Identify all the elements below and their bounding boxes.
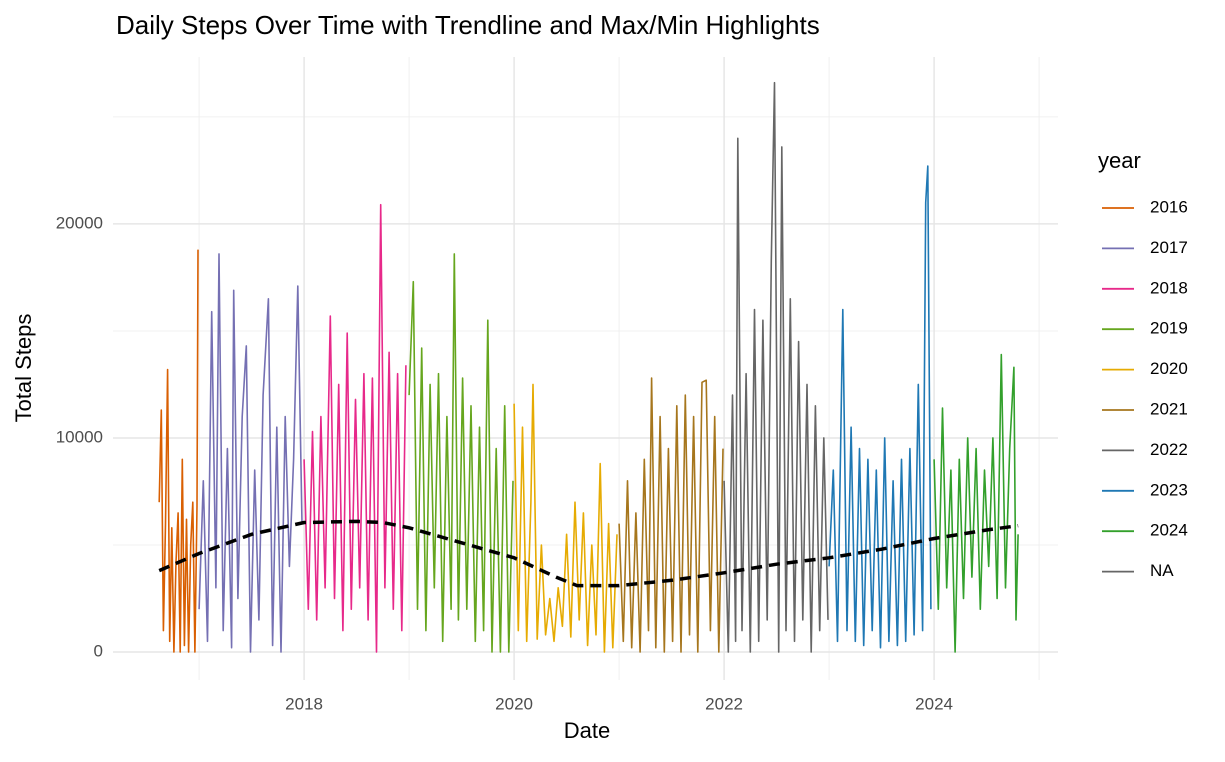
x-tick-label: 2020 <box>495 694 533 713</box>
y-axis-title: Total Steps <box>11 314 36 423</box>
series-line <box>408 253 514 653</box>
chart-title: Daily Steps Over Time with Trendline and… <box>116 10 820 40</box>
y-tick-label: 0 <box>94 641 103 660</box>
x-tick-label: 2022 <box>705 694 743 713</box>
legend-label: 2024 <box>1150 521 1188 540</box>
legend-label: 2023 <box>1150 480 1188 499</box>
series-line <box>513 383 618 653</box>
legend-title: year <box>1098 148 1141 173</box>
series-line <box>158 249 199 653</box>
legend-label: 2022 <box>1150 440 1188 459</box>
legend-label: 2016 <box>1150 197 1188 216</box>
x-axis-title: Date <box>564 718 610 743</box>
y-tick-label: 10000 <box>56 427 103 446</box>
x-tick-label: 2024 <box>915 694 953 713</box>
series-line <box>303 203 407 653</box>
series-line <box>723 81 829 653</box>
legend-label: 2019 <box>1150 319 1188 338</box>
legend-label: NA <box>1150 561 1174 580</box>
legend-label: 2018 <box>1150 278 1188 297</box>
legend-label: 2020 <box>1150 359 1188 378</box>
series-line <box>828 165 932 649</box>
series-line <box>933 353 1019 653</box>
series-line <box>198 253 303 653</box>
x-tick-label: 2018 <box>285 694 323 713</box>
y-tick-label: 20000 <box>56 213 103 232</box>
series-line <box>618 377 724 653</box>
legend-label: 2021 <box>1150 399 1188 418</box>
legend-label: 2017 <box>1150 238 1188 257</box>
